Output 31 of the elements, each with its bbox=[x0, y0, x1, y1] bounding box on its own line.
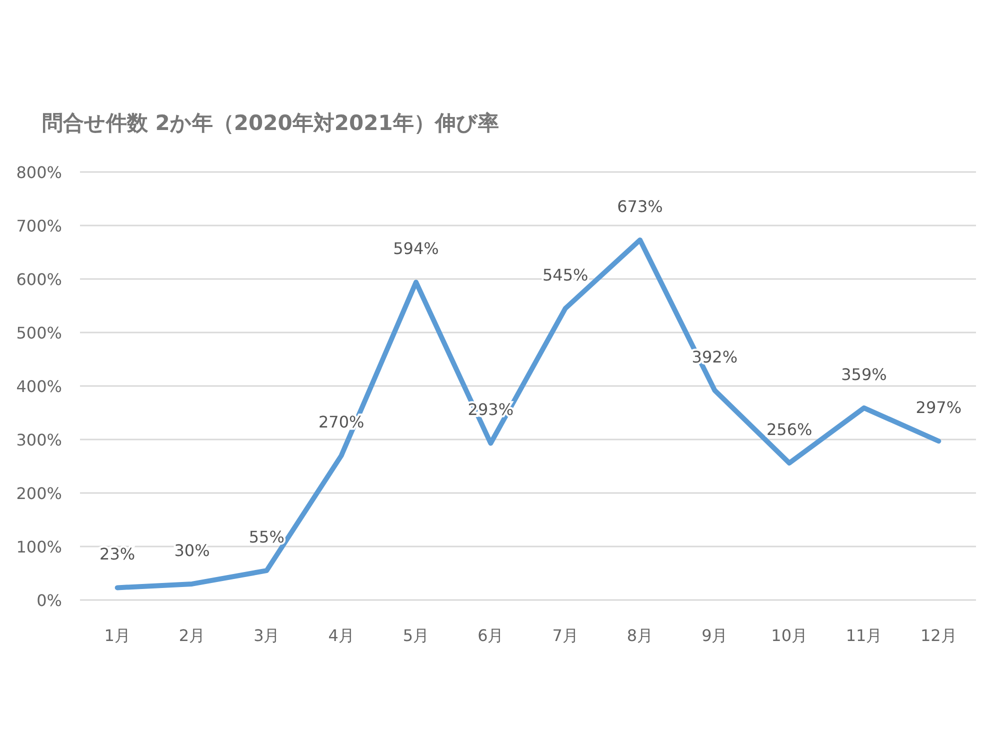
data-label: 545% bbox=[542, 265, 588, 284]
y-tick-label: 400% bbox=[16, 377, 62, 396]
data-label: 23% bbox=[100, 544, 136, 564]
x-tick-label: 1月 bbox=[104, 626, 130, 645]
data-label: 359% bbox=[841, 364, 887, 384]
y-tick-label: 600% bbox=[16, 270, 62, 289]
y-tick-label: 100% bbox=[16, 538, 62, 556]
data-label: 30% bbox=[174, 540, 210, 560]
y-tick-label: 800% bbox=[16, 163, 62, 182]
y-tick-label: 700% bbox=[16, 216, 62, 236]
x-tick-label: 5月 bbox=[402, 626, 430, 645]
x-tick-label: 7月 bbox=[552, 626, 578, 645]
data-label: 673% bbox=[617, 196, 663, 216]
y-tick-label: 200% bbox=[16, 484, 62, 503]
y-tick-label: 300% bbox=[16, 430, 62, 450]
data-label: 297% bbox=[916, 398, 962, 418]
y-tick-label: 0% bbox=[36, 591, 62, 610]
x-tick-label: 12月 bbox=[920, 626, 957, 645]
x-tick-label: 6月 bbox=[478, 626, 504, 645]
x-tick-label: 10月 bbox=[771, 626, 808, 645]
chart-title: 問合せ件数 2か年（2020年対2021年）伸び率 bbox=[42, 111, 499, 135]
y-tick-label: 500% bbox=[16, 324, 62, 342]
x-tick-label: 4月 bbox=[328, 626, 354, 645]
data-label: 55% bbox=[248, 528, 284, 547]
x-tick-label: 9月 bbox=[702, 626, 728, 645]
x-tick-label: 8月 bbox=[626, 626, 654, 645]
x-tick-label: 11月 bbox=[846, 626, 882, 645]
x-tick-label: 3月 bbox=[254, 626, 280, 645]
data-label: 594% bbox=[393, 239, 439, 258]
x-tick-label: 2月 bbox=[178, 626, 206, 645]
data-label: 256% bbox=[766, 420, 812, 440]
